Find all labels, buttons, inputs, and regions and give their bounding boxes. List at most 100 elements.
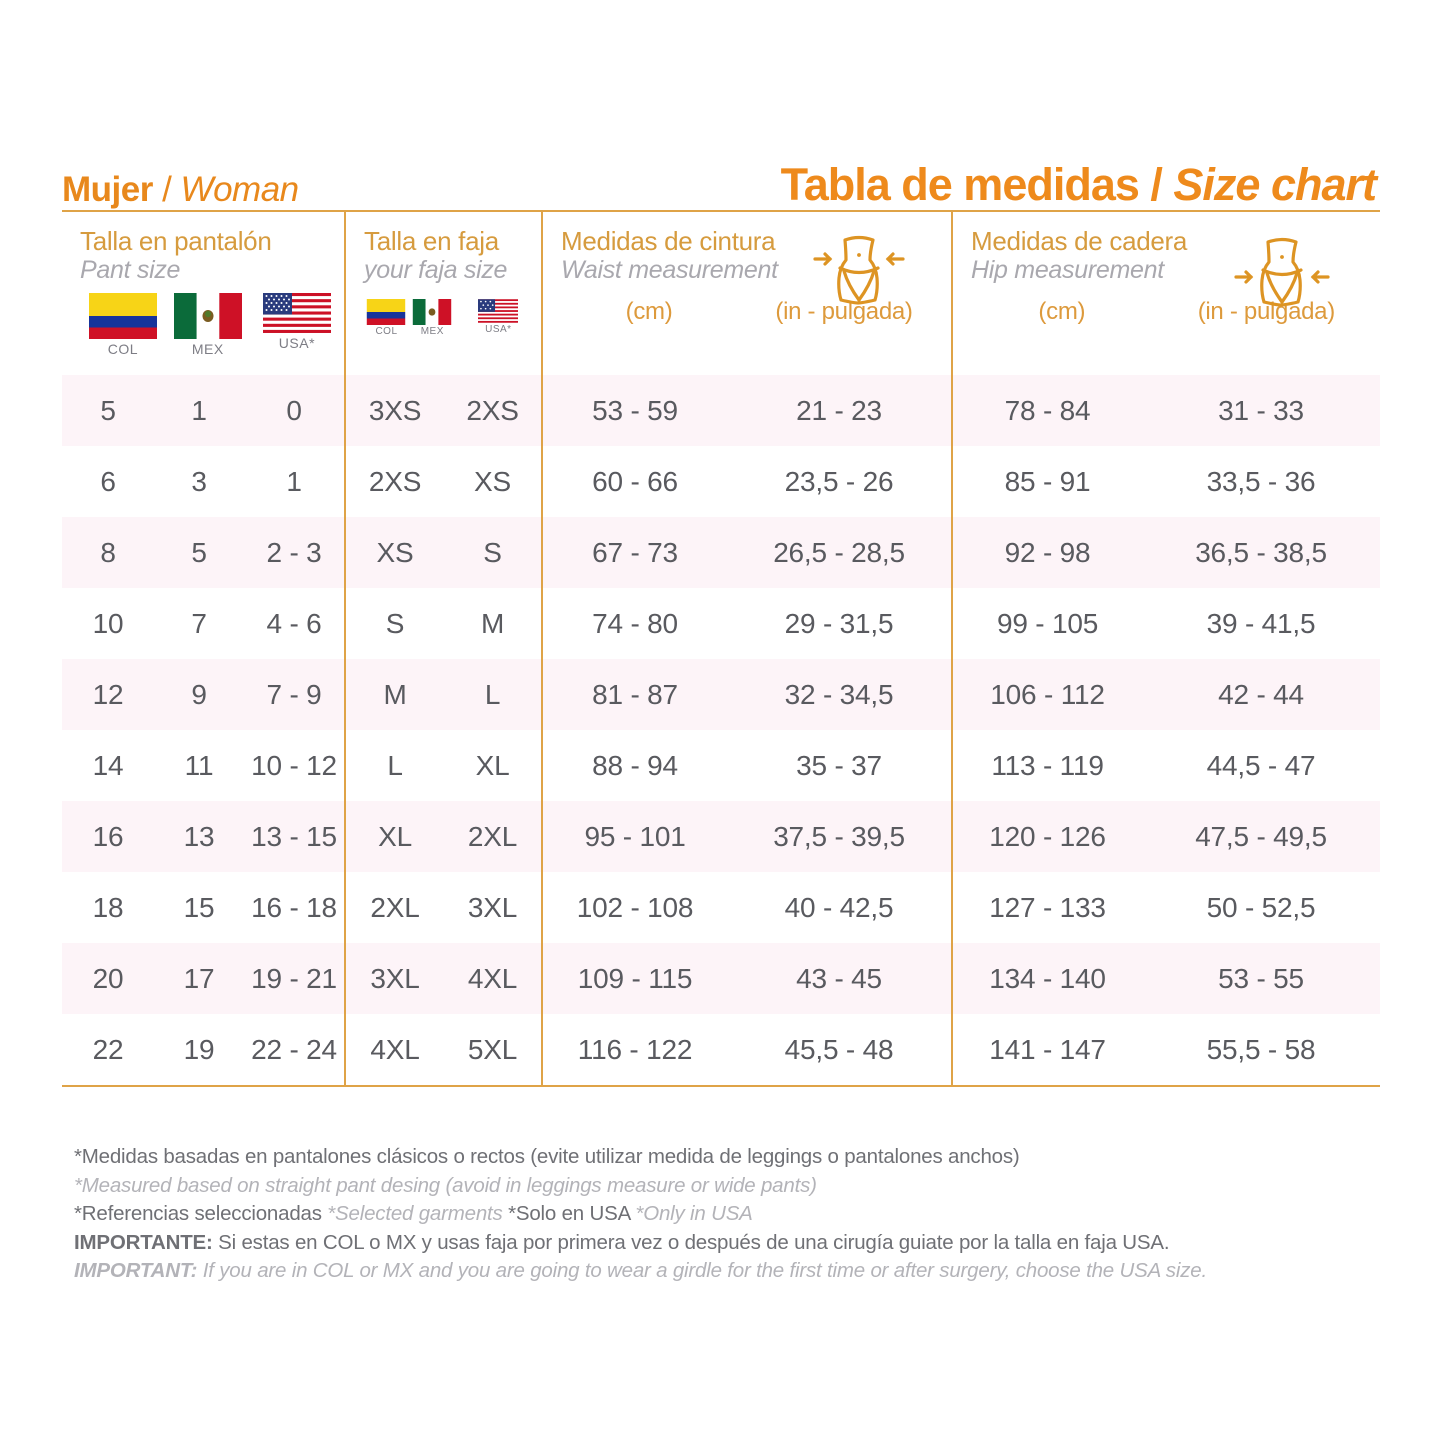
table-cell: 4XL [444, 943, 543, 1014]
table-cell: 120 - 126 [951, 801, 1143, 872]
unit-row-waist: (cm) (in - pulgada) [561, 298, 951, 326]
table-cell: 74 - 80 [541, 588, 728, 659]
footnotes: *Medidas basadas en pantalones clásicos … [74, 1143, 1384, 1286]
group-label-es: Talla en faja [364, 226, 499, 256]
group-label-en: Pant size [80, 256, 181, 284]
table-row: 16 13 13 - 15 XL 2XL 95 - 101 37,5 - 39,5 120 -… [62, 801, 1381, 872]
flag-row-faja-size: COL MEX [364, 299, 541, 337]
footnote-line-1: *Medidas basadas en pantalones clásicos … [74, 1145, 1020, 1168]
table-row: 20 17 19 - 21 3XL 4XL 109 - 115 43 - 45 134 - 1… [62, 943, 1381, 1014]
table-cell: 6 [100, 465, 116, 497]
table-cell: 7 - 9 [244, 659, 346, 730]
table-cell: 127 - 133 [951, 872, 1143, 943]
table-cell: 17 [154, 943, 244, 1014]
hip-measure-body-icon [1234, 234, 1330, 323]
table-cell: 22 [92, 1033, 124, 1065]
table-cell: 33,5 - 36 [1206, 465, 1316, 497]
table-cell: 141 - 147 [951, 1014, 1143, 1085]
flag-row-pant-size: COL MEX [80, 293, 344, 356]
colombia-flag-icon [88, 293, 157, 339]
footnote-line-3: *Referencias seleccionadas *Selected gar… [74, 1200, 1384, 1229]
table-cell: 2XL [344, 872, 445, 943]
table-cell: 3XS [344, 375, 445, 446]
footnote-5-label: IMPORTANT: [74, 1259, 198, 1282]
table-row: 22 19 22 - 24 4XL 5XL 116 - 122 45,5 - 48 141 -… [62, 1014, 1380, 1085]
title-band: Mujer / Woman Tabla de medidas / Size ch… [62, 148, 1380, 210]
flag-cell-col: COL [364, 299, 409, 337]
table-cell: 21 - 23 [727, 375, 953, 446]
table-cell: 13 [154, 801, 244, 872]
page-title-en: Size chart [1173, 159, 1377, 210]
footnote-3-es-b: *Solo en USA [508, 1202, 636, 1225]
table-cell: XL [475, 749, 510, 781]
flag-cell-usa: USA* [250, 293, 344, 356]
gender-title-separator: / [152, 170, 181, 209]
table-cell: 35 - 37 [796, 749, 882, 781]
table-cell: 20 [62, 943, 154, 1014]
table-cell: 53 - 55 [1142, 943, 1381, 1014]
table-cell: 36,5 - 38,5 [1142, 517, 1381, 588]
flag-label: USA* [278, 335, 316, 351]
group-label-en: Hip measurement [971, 256, 1164, 284]
table-cell: 4XL [344, 1014, 445, 1085]
unit-label-cm: (cm) [625, 298, 673, 325]
table-cell: 2XL [444, 801, 543, 872]
table-cell: 13 - 15 [244, 801, 346, 872]
table-cell: 29 - 31,5 [784, 607, 894, 639]
table-cell: 3XL [344, 943, 445, 1014]
table-cell: S [444, 517, 543, 588]
page-title-separator: / [1138, 159, 1174, 210]
table-cell: 10 - 12 [251, 749, 337, 781]
table-row: 6 3 1 2XS XS 60 - 66 23,5 - 26 85 - 91 33,5 - 36 [62, 446, 1380, 517]
table-row: 5 1 0 3XS 2XS 53 - 59 21 - 23 78 - 84 31 - 33 [62, 375, 1381, 446]
footnote-4-text: Si estas en COL o MX y usas faja por pri… [212, 1230, 1170, 1254]
waist-measure-body-icon [811, 228, 907, 317]
table-cell: 106 - 112 [951, 659, 1143, 730]
flag-cell-mex: MEX [166, 293, 250, 356]
size-chart-table-wrapper: Talla en pantalón Pant size COL [62, 210, 1381, 1087]
table-cell: 4 - 6 [266, 607, 322, 639]
table-cell: 3XL [467, 891, 518, 923]
table-cell: 32 - 34,5 [727, 659, 953, 730]
table-cell: 67 - 73 [541, 517, 728, 588]
footnote-line-2: *Measured based on straight pant desing … [74, 1173, 817, 1197]
table-cell: 50 - 52,5 [1206, 891, 1316, 923]
table-cell: 55,5 - 58 [1206, 1033, 1316, 1065]
usa-flag-icon [478, 299, 519, 323]
table-cell: 39 - 41,5 [1206, 607, 1316, 639]
footnote-line-5: IMPORTANT: If you are in COL or MX and y… [74, 1257, 1384, 1286]
table-cell: 45,5 - 48 [784, 1033, 894, 1065]
flag-label: USA* [485, 324, 512, 335]
table-row: 18 15 16 - 18 2XL 3XL 102 - 108 40 - 42,5 127 -… [62, 872, 1380, 943]
flag-cell-usa: USA* [456, 299, 541, 337]
table-cell: 95 - 101 [541, 801, 728, 872]
group-header-faja-size: Talla en faja your faja size COL [344, 212, 543, 375]
table-cell: 5XL [467, 1033, 518, 1065]
table-cell: 1 [154, 375, 244, 446]
table-cell: M [344, 659, 445, 730]
table-cell: 23,5 - 26 [784, 465, 894, 497]
table-row: 12 9 7 - 9 M L 81 - 87 32 - 34,5 106 - 112 42 - … [62, 659, 1381, 730]
table-cell: 31 - 33 [1142, 375, 1381, 446]
table-cell: 2XS [444, 375, 543, 446]
gender-title-es: Mujer [62, 170, 153, 209]
table-cell: 14 [92, 749, 124, 781]
table-cell: 16 [62, 801, 154, 872]
table-cell: 92 - 98 [951, 517, 1143, 588]
mexico-flag-icon [173, 293, 242, 339]
table-cell: 113 - 119 [951, 730, 1143, 801]
table-cell: S [344, 588, 445, 659]
flag-label: MEX [420, 326, 444, 337]
table-cell: 102 - 108 [541, 872, 728, 943]
footnote-5-text: If you are in COL or MX and you are goin… [197, 1259, 1207, 1282]
flag-label: MEX [191, 341, 224, 357]
table-cell: 15 [183, 891, 215, 923]
footnote-3-en-a: *Selected garments [327, 1202, 509, 1225]
table-cell: 12 [62, 659, 154, 730]
table-cell: 78 - 84 [951, 375, 1143, 446]
unit-label-cm: (cm) [1038, 298, 1086, 325]
flag-label: COL [375, 326, 398, 337]
table-cell: 37,5 - 39,5 [727, 801, 953, 872]
group-label-en: your faja size [364, 256, 508, 284]
